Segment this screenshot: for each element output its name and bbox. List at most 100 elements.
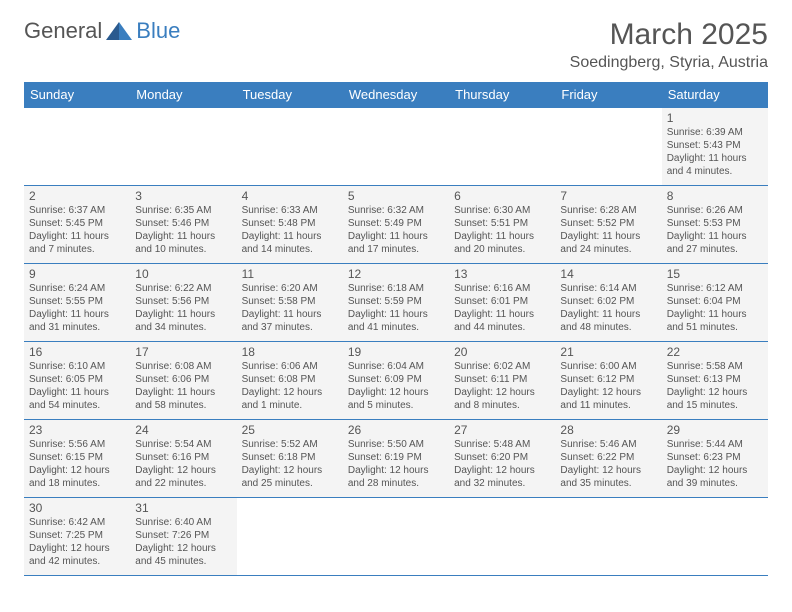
day-info: Sunrise: 6:24 AMSunset: 5:55 PMDaylight:… (29, 282, 125, 334)
calendar-day-cell: 23Sunrise: 5:56 AMSunset: 6:15 PMDayligh… (24, 420, 130, 498)
calendar-day-cell: 26Sunrise: 5:50 AMSunset: 6:19 PMDayligh… (343, 420, 449, 498)
day-info: Sunrise: 6:39 AMSunset: 5:43 PMDaylight:… (667, 126, 763, 178)
day-info: Sunrise: 6:28 AMSunset: 5:52 PMDaylight:… (560, 204, 656, 256)
calendar-header-cell: Monday (130, 82, 236, 108)
calendar-week-row: 30Sunrise: 6:42 AMSunset: 7:25 PMDayligh… (24, 498, 768, 576)
calendar-day-cell (343, 108, 449, 186)
day-info: Sunrise: 6:06 AMSunset: 6:08 PMDaylight:… (242, 360, 338, 412)
calendar-day-cell (24, 108, 130, 186)
day-info: Sunrise: 5:48 AMSunset: 6:20 PMDaylight:… (454, 438, 550, 490)
calendar-header-cell: Sunday (24, 82, 130, 108)
day-info: Sunrise: 5:44 AMSunset: 6:23 PMDaylight:… (667, 438, 763, 490)
calendar-day-cell: 1Sunrise: 6:39 AMSunset: 5:43 PMDaylight… (662, 108, 768, 186)
day-number: 26 (348, 423, 444, 437)
daylight-line: Daylight: 11 hours and 27 minutes. (667, 230, 763, 256)
day-info: Sunrise: 6:32 AMSunset: 5:49 PMDaylight:… (348, 204, 444, 256)
calendar-day-cell: 29Sunrise: 5:44 AMSunset: 6:23 PMDayligh… (662, 420, 768, 498)
day-info: Sunrise: 6:12 AMSunset: 6:04 PMDaylight:… (667, 282, 763, 334)
logo-text-general: General (24, 18, 102, 44)
sunrise-line: Sunrise: 6:02 AM (454, 360, 550, 373)
calendar-day-cell (555, 498, 661, 576)
calendar-day-cell: 8Sunrise: 6:26 AMSunset: 5:53 PMDaylight… (662, 186, 768, 264)
calendar-day-cell: 13Sunrise: 6:16 AMSunset: 6:01 PMDayligh… (449, 264, 555, 342)
day-number: 16 (29, 345, 125, 359)
day-info: Sunrise: 6:02 AMSunset: 6:11 PMDaylight:… (454, 360, 550, 412)
sunrise-line: Sunrise: 6:12 AM (667, 282, 763, 295)
calendar-day-cell: 11Sunrise: 6:20 AMSunset: 5:58 PMDayligh… (237, 264, 343, 342)
sunset-line: Sunset: 5:58 PM (242, 295, 338, 308)
logo: General Blue (24, 18, 180, 44)
sunset-line: Sunset: 6:01 PM (454, 295, 550, 308)
sunrise-line: Sunrise: 5:58 AM (667, 360, 763, 373)
sunrise-line: Sunrise: 6:22 AM (135, 282, 231, 295)
sunrise-line: Sunrise: 6:30 AM (454, 204, 550, 217)
calendar-week-row: 23Sunrise: 5:56 AMSunset: 6:15 PMDayligh… (24, 420, 768, 498)
day-number: 22 (667, 345, 763, 359)
day-info: Sunrise: 6:22 AMSunset: 5:56 PMDaylight:… (135, 282, 231, 334)
daylight-line: Daylight: 11 hours and 54 minutes. (29, 386, 125, 412)
sunrise-line: Sunrise: 5:50 AM (348, 438, 444, 451)
day-number: 30 (29, 501, 125, 515)
calendar-day-cell (449, 108, 555, 186)
title-month: March 2025 (570, 18, 768, 52)
sunrise-line: Sunrise: 6:18 AM (348, 282, 444, 295)
day-number: 2 (29, 189, 125, 203)
sunset-line: Sunset: 5:55 PM (29, 295, 125, 308)
daylight-line: Daylight: 12 hours and 11 minutes. (560, 386, 656, 412)
day-number: 18 (242, 345, 338, 359)
sunrise-line: Sunrise: 6:10 AM (29, 360, 125, 373)
sunset-line: Sunset: 6:19 PM (348, 451, 444, 464)
daylight-line: Daylight: 12 hours and 35 minutes. (560, 464, 656, 490)
daylight-line: Daylight: 12 hours and 22 minutes. (135, 464, 231, 490)
calendar-week-row: 16Sunrise: 6:10 AMSunset: 6:05 PMDayligh… (24, 342, 768, 420)
calendar-day-cell: 15Sunrise: 6:12 AMSunset: 6:04 PMDayligh… (662, 264, 768, 342)
daylight-line: Daylight: 11 hours and 4 minutes. (667, 152, 763, 178)
sunset-line: Sunset: 6:18 PM (242, 451, 338, 464)
day-number: 31 (135, 501, 231, 515)
day-info: Sunrise: 6:04 AMSunset: 6:09 PMDaylight:… (348, 360, 444, 412)
daylight-line: Daylight: 11 hours and 41 minutes. (348, 308, 444, 334)
sunrise-line: Sunrise: 6:39 AM (667, 126, 763, 139)
sunset-line: Sunset: 5:52 PM (560, 217, 656, 230)
calendar-day-cell: 27Sunrise: 5:48 AMSunset: 6:20 PMDayligh… (449, 420, 555, 498)
calendar-day-cell (343, 498, 449, 576)
day-number: 5 (348, 189, 444, 203)
sunrise-line: Sunrise: 6:04 AM (348, 360, 444, 373)
sunrise-line: Sunrise: 6:42 AM (29, 516, 125, 529)
calendar-day-cell: 5Sunrise: 6:32 AMSunset: 5:49 PMDaylight… (343, 186, 449, 264)
calendar-day-cell (555, 108, 661, 186)
daylight-line: Daylight: 11 hours and 37 minutes. (242, 308, 338, 334)
sunset-line: Sunset: 6:15 PM (29, 451, 125, 464)
sunset-line: Sunset: 6:23 PM (667, 451, 763, 464)
daylight-line: Daylight: 11 hours and 44 minutes. (454, 308, 550, 334)
daylight-line: Daylight: 12 hours and 42 minutes. (29, 542, 125, 568)
sunset-line: Sunset: 6:08 PM (242, 373, 338, 386)
calendar-day-cell: 6Sunrise: 6:30 AMSunset: 5:51 PMDaylight… (449, 186, 555, 264)
title-location: Soedingberg, Styria, Austria (570, 54, 768, 72)
daylight-line: Daylight: 12 hours and 18 minutes. (29, 464, 125, 490)
daylight-line: Daylight: 12 hours and 39 minutes. (667, 464, 763, 490)
sunrise-line: Sunrise: 5:54 AM (135, 438, 231, 451)
calendar-day-cell: 31Sunrise: 6:40 AMSunset: 7:26 PMDayligh… (130, 498, 236, 576)
sunset-line: Sunset: 5:45 PM (29, 217, 125, 230)
day-number: 6 (454, 189, 550, 203)
day-info: Sunrise: 6:16 AMSunset: 6:01 PMDaylight:… (454, 282, 550, 334)
daylight-line: Daylight: 12 hours and 25 minutes. (242, 464, 338, 490)
calendar-header-cell: Thursday (449, 82, 555, 108)
calendar-day-cell: 14Sunrise: 6:14 AMSunset: 6:02 PMDayligh… (555, 264, 661, 342)
calendar-day-cell (662, 498, 768, 576)
sunrise-line: Sunrise: 5:46 AM (560, 438, 656, 451)
sunrise-line: Sunrise: 6:37 AM (29, 204, 125, 217)
sunset-line: Sunset: 6:20 PM (454, 451, 550, 464)
sunset-line: Sunset: 7:26 PM (135, 529, 231, 542)
calendar-day-cell (130, 108, 236, 186)
calendar-header-cell: Friday (555, 82, 661, 108)
calendar-day-cell: 17Sunrise: 6:08 AMSunset: 6:06 PMDayligh… (130, 342, 236, 420)
day-info: Sunrise: 5:58 AMSunset: 6:13 PMDaylight:… (667, 360, 763, 412)
daylight-line: Daylight: 11 hours and 24 minutes. (560, 230, 656, 256)
sunset-line: Sunset: 5:48 PM (242, 217, 338, 230)
page-header: General Blue March 2025 Soedingberg, Sty… (24, 18, 768, 72)
calendar-header-row: SundayMondayTuesdayWednesdayThursdayFrid… (24, 82, 768, 108)
sunset-line: Sunset: 6:04 PM (667, 295, 763, 308)
daylight-line: Daylight: 11 hours and 51 minutes. (667, 308, 763, 334)
